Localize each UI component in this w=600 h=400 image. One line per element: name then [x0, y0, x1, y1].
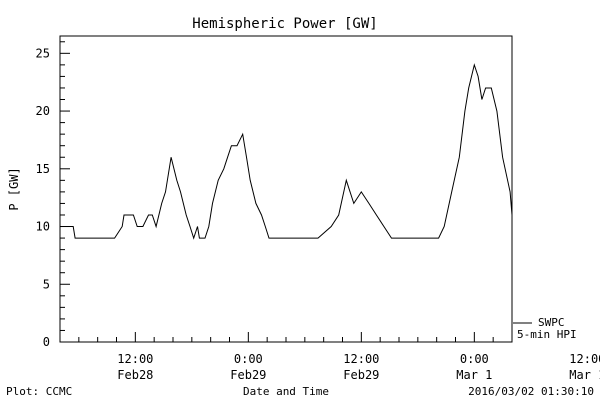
- legend-label-swpc: SWPC: [538, 316, 565, 329]
- x-tick-time: 12:00: [343, 352, 379, 366]
- x-tick-time: 0:00: [234, 352, 263, 366]
- y-axis-label: P [GW]: [7, 167, 21, 210]
- series-line-swpc: [60, 63, 513, 240]
- y-tick-label: 25: [36, 46, 50, 60]
- y-tick-label: 5: [43, 277, 50, 291]
- x-tick-date: Mar 1: [456, 368, 492, 382]
- legend-label-hpi: 5-min HPI: [517, 328, 577, 341]
- y-tick-label: 15: [36, 162, 50, 176]
- x-tick-date: Feb28: [117, 368, 153, 382]
- plot-credit: Plot: CCMC: [6, 385, 72, 398]
- y-tick-label: 0: [43, 335, 50, 349]
- timestamp: 2016/03/02 01:30:10: [468, 385, 594, 398]
- x-axis-label: Date and Time: [243, 385, 329, 398]
- x-tick-time: 12:00: [117, 352, 153, 366]
- y-axis: 0 5 10 15 20 25: [36, 41, 70, 349]
- y-tick-label: 20: [36, 104, 50, 118]
- x-tick-time: 12:00: [569, 352, 600, 366]
- x-axis: 12:00 Feb28 0:00 Feb29 12:00 Feb29 0:00 Mar 1 12…: [59, 332, 600, 382]
- y-tick-label: 10: [36, 220, 50, 234]
- plot-frame: [59, 35, 513, 343]
- x-tick-date: Feb29: [343, 368, 379, 382]
- x-tick-date: Mar 1: [569, 368, 600, 382]
- x-tick-date: Feb29: [230, 368, 266, 382]
- series-layer: [60, 63, 513, 240]
- chart-title: Hemispheric Power [GW]: [192, 16, 377, 32]
- legend: SWPC 5-min HPI: [513, 316, 577, 341]
- x-tick-time: 0:00: [460, 352, 489, 366]
